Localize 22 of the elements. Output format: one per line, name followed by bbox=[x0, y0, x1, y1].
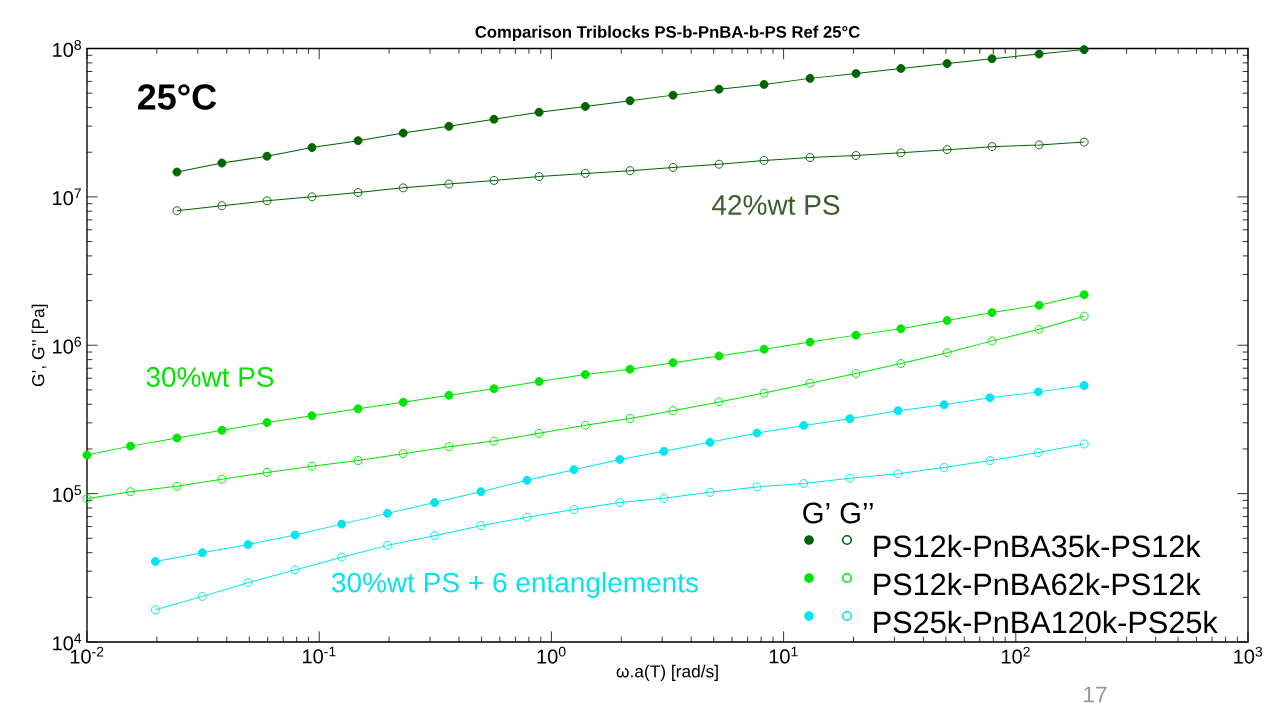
x-tick-label: 10$^{3}$ bbox=[1234, 646, 1263, 664]
legend-label: PS12k-PnBA62k-PS12k bbox=[874, 572, 1201, 596]
chart-title: Comparison Triblocks PS-b-PnBA-b-PS Ref 25°C bbox=[475, 25, 860, 42]
y-tick-label: 10$^{7}$ bbox=[53, 188, 81, 206]
y-axis-title: G’, G’’ [Pa] bbox=[31, 304, 48, 387]
y-tick-label: 10$^{4}$ bbox=[53, 633, 82, 651]
x-tick-label: 10$^{2}$ bbox=[1001, 646, 1030, 664]
y-tick-label: 10$^{5}$ bbox=[53, 485, 82, 503]
y-tick-label: 10$^{8}$ bbox=[53, 40, 81, 57]
text: 17 bbox=[1084, 686, 1107, 703]
x-tick-label: 10$^{-1}$ bbox=[303, 646, 336, 664]
x-tick-label: 10$^{0}$ bbox=[537, 646, 566, 664]
y-tick-label: 10$^{6}$ bbox=[53, 336, 81, 354]
legend-title: G’ G’’ bbox=[803, 502, 873, 524]
x-tick-label: 10$^{1}$ bbox=[769, 646, 798, 664]
annotation: 25°C bbox=[137, 84, 217, 110]
x-axis-title: ω.a(T) [rad/s] bbox=[616, 664, 718, 681]
annotation: 30%wt PS + 6 entanglements bbox=[332, 571, 698, 599]
annotation: 30%wt PS bbox=[146, 367, 274, 387]
annotation: 42%wt PS bbox=[712, 195, 840, 215]
legend-label: PS12k-PnBA35k-PS12k bbox=[874, 534, 1201, 558]
legend-label: PS25k-PnBA120k-PS25k bbox=[874, 610, 1218, 634]
